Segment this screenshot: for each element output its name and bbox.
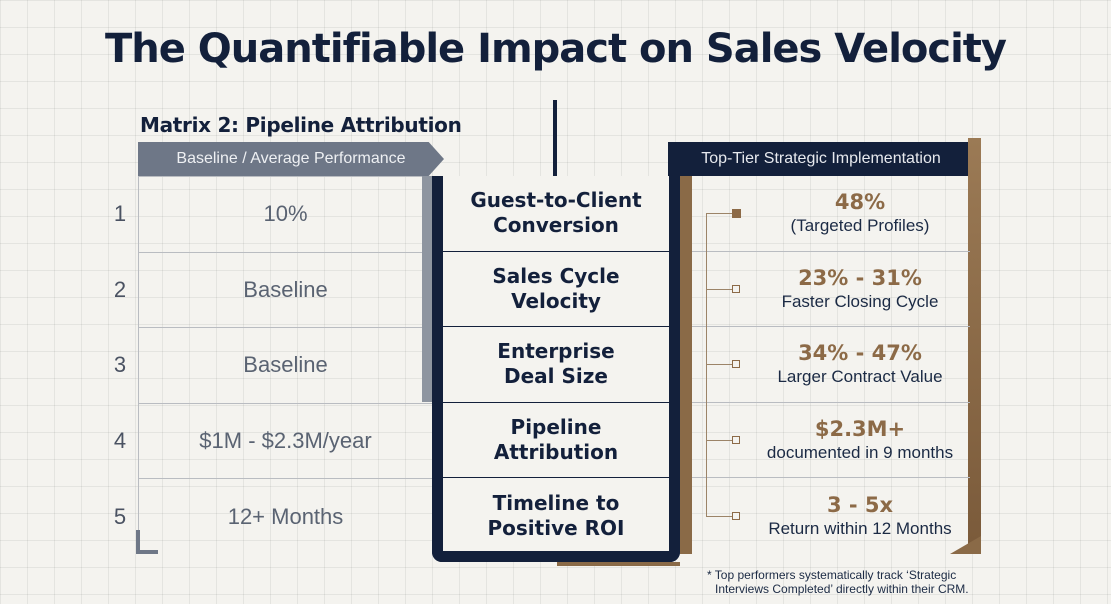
metric-cell: Timeline to Positive ROI (487, 491, 625, 541)
footnote-line: Interviews Completed’ directly within th… (715, 582, 969, 596)
corner-bracket (136, 530, 158, 554)
metric-column: Guest-to-Client Conversion Sales Cycle V… (432, 176, 680, 562)
top-tier-cell: $2.3M+ documented in 9 months (692, 403, 970, 479)
center-divider-line (553, 100, 557, 176)
top-tier-cell: 48% (Targeted Profiles) (692, 176, 970, 252)
baseline-cell: $1M - $2.3M/year (139, 404, 432, 480)
baseline-column-header: Baseline / Average Performance (138, 142, 444, 176)
connector-node (732, 512, 740, 520)
connector-node (732, 436, 740, 444)
top-tier-cell: 23% - 31% Faster Closing Cycle (692, 252, 970, 328)
top-tier-cell: 3 - 5x Return within 12 Months (692, 478, 970, 554)
row-number: 1 (113, 201, 127, 226)
top-tier-description: (Targeted Profiles) (790, 216, 930, 236)
top-tier-value: $2.3M+ (814, 417, 906, 442)
baseline-cell: Baseline (139, 328, 432, 404)
connector-tick (706, 440, 732, 441)
bronze-frame-base (557, 562, 680, 574)
top-tier-description: documented in 9 months (766, 443, 954, 463)
bronze-frame-edge (968, 138, 981, 554)
metric-cell: Pipeline Attribution (443, 403, 669, 479)
connector-node (732, 285, 740, 293)
row-number: 3 (113, 352, 127, 377)
connector-tick (706, 213, 732, 214)
connector-node (732, 360, 740, 368)
row-number: 2 (113, 277, 127, 302)
baseline-cell: 10% (139, 177, 432, 253)
baseline-cell: Baseline (139, 253, 432, 329)
baseline-cell: 12+ Months (227, 504, 344, 530)
top-tier-description: Larger Contract Value (777, 367, 943, 387)
baseline-accent-bar (422, 176, 432, 402)
top-tier-value: 23% - 31% (798, 265, 922, 290)
top-tier-value: 34% - 47% (798, 341, 922, 366)
connector-tick (706, 516, 732, 517)
row-number: 5 (113, 504, 127, 529)
top-tier-table: 48% (Targeted Profiles) 23% - 31% Faster… (680, 176, 970, 554)
metric-cell: Guest-to-Client Conversion (443, 176, 669, 252)
top-tier-value: 3 - 5x (826, 493, 894, 518)
page-title: The Quantifiable Impact on Sales Velocit… (104, 26, 1007, 72)
baseline-table: 10% Baseline Baseline $1M - $2.3M/year 1… (138, 176, 432, 554)
matrix-subtitle: Matrix 2: Pipeline Attribution (140, 113, 462, 137)
row-number: 4 (113, 428, 127, 453)
top-tier-cell: 34% - 47% Larger Contract Value (692, 327, 970, 403)
top-tier-description: Faster Closing Cycle (781, 291, 939, 311)
connector-tick (706, 364, 732, 365)
top-tier-value: 48% (834, 190, 886, 215)
top-tier-description: Return within 12 Months (768, 519, 952, 539)
top-tier-column-header: Top-Tier Strategic Implementation (668, 142, 974, 176)
footnote-line: * Top performers systematically track ‘S… (707, 568, 957, 582)
metric-cell: Enterprise Deal Size (443, 327, 669, 403)
connector-tick (706, 289, 732, 290)
connector-node (732, 209, 741, 218)
metric-cell: Sales Cycle Velocity (443, 252, 669, 328)
footnote: * Top performers systematically track ‘S… (707, 568, 969, 596)
